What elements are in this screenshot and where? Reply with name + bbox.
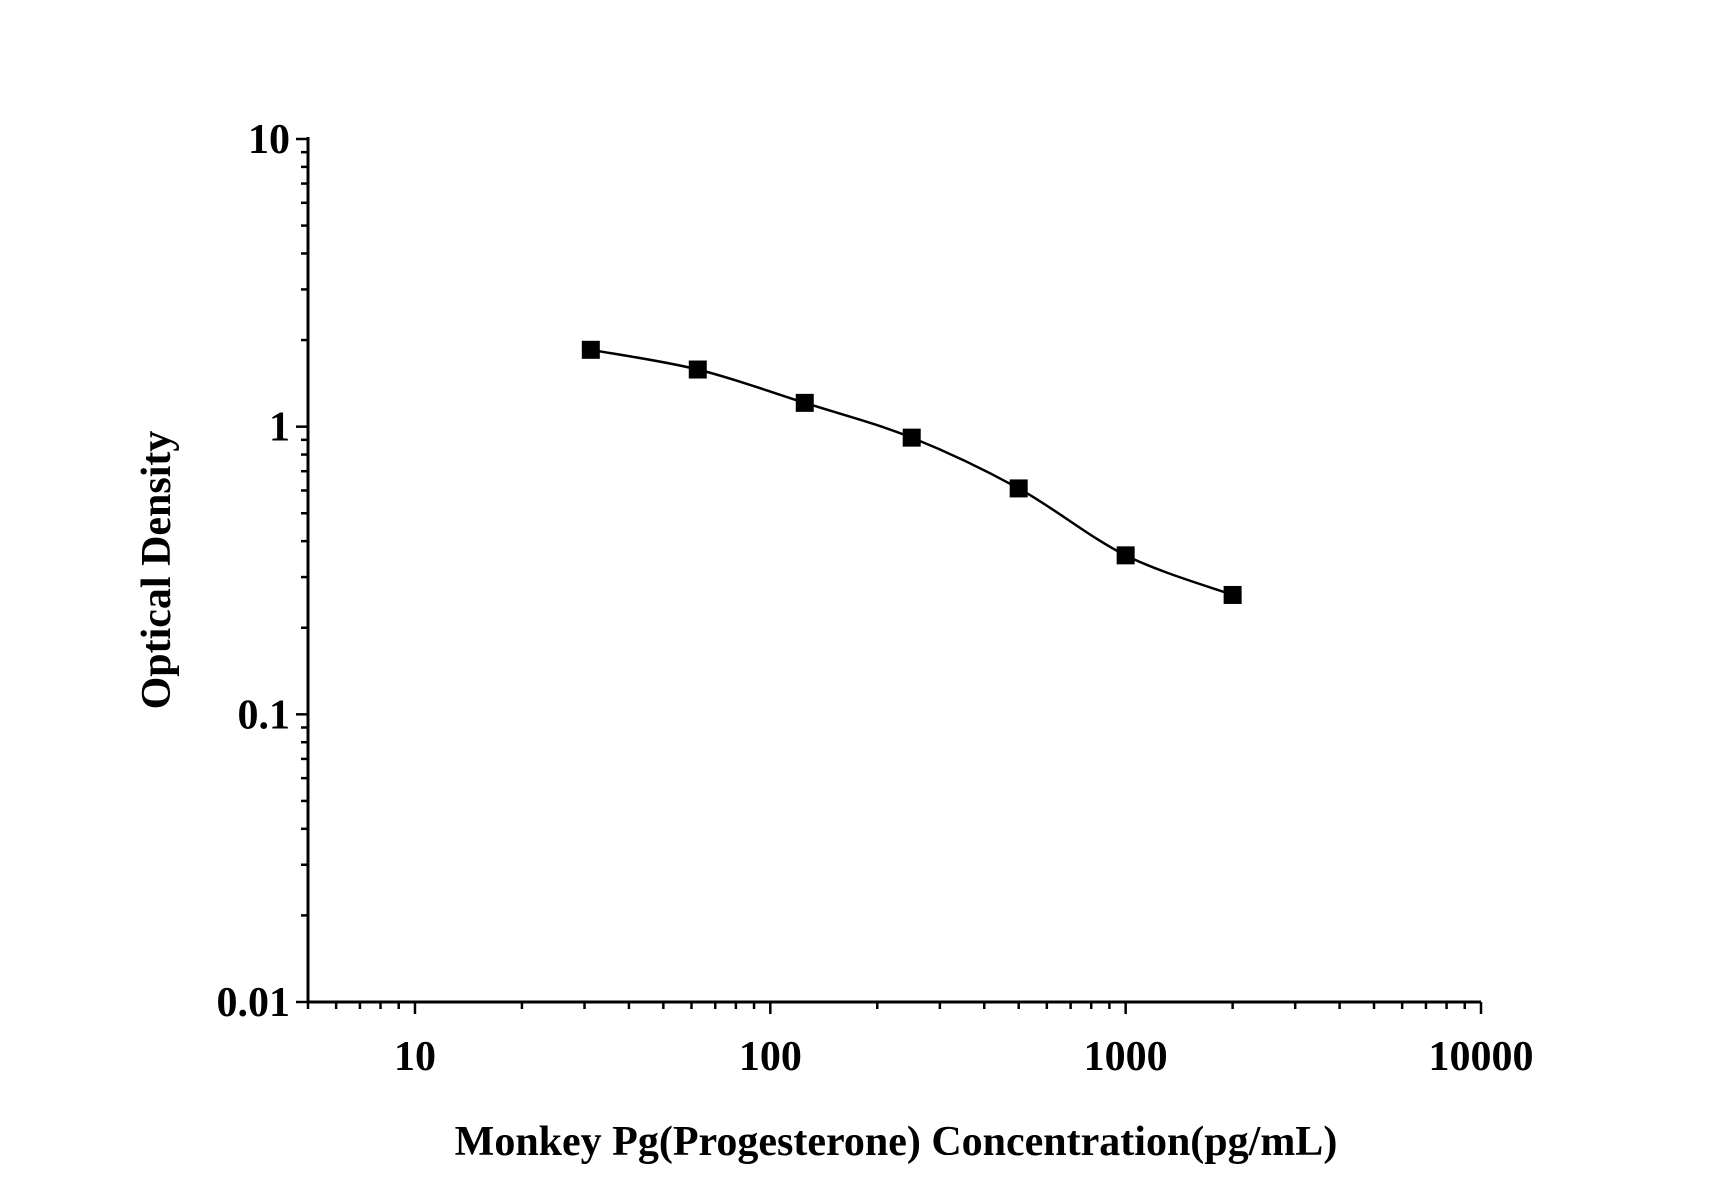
x-tick-label: 100 [739,1034,802,1080]
y-tick-label: 10 [248,117,290,163]
axes [306,137,1481,1004]
ticks: 0.01 0.1 1 10 10 100 1000 10000 [217,117,1534,1080]
y-axis-label: Optical Density [134,431,180,710]
fit-curve-path [590,348,1234,597]
x-tick-label: 10000 [1429,1034,1534,1080]
x-tick-label: 10 [394,1034,436,1080]
x-axis-label: Monkey Pg(Progesterone) Concentration(pg… [455,1119,1338,1165]
fit-curve [590,348,1234,597]
data-point [1009,479,1028,498]
data-point [1223,585,1242,604]
data-point [795,393,814,412]
x-tick-label: 1000 [1084,1034,1168,1080]
data-point [902,428,921,447]
y-tick-label: 1 [269,405,290,451]
data-point [688,360,707,379]
data-points [581,340,1242,604]
data-point [581,340,600,359]
y-tick-label: 0.1 [238,692,291,738]
y-tick-label: 0.01 [217,980,291,1026]
data-point [1116,546,1135,565]
